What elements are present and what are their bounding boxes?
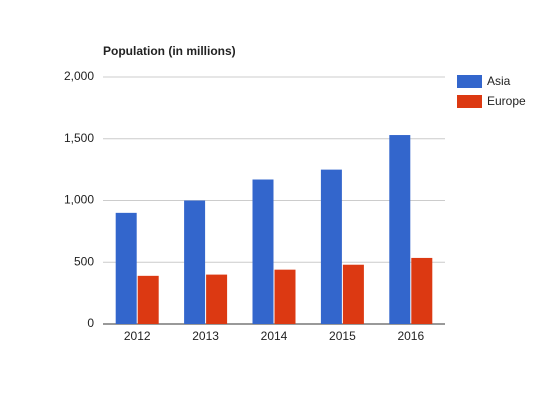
x-tick-label: 2014 [261,329,288,343]
bar [184,200,206,324]
chart-title: Population (in millions) [103,44,236,58]
bar [389,135,411,324]
y-tick-label: 500 [74,254,94,268]
x-tick-label: 2012 [124,329,151,343]
bar [342,264,364,324]
x-tick-label: 2015 [329,329,356,343]
y-tick-label: 1,000 [64,193,94,207]
y-tick-label: 0 [87,316,94,330]
bar [274,269,296,324]
x-tick-label: 2016 [397,329,424,343]
x-tick-label: 2013 [192,329,219,343]
y-tick-label: 1,500 [64,131,94,145]
bar [411,257,433,324]
bar [137,275,159,324]
bar [252,179,274,324]
bar [206,274,228,324]
legend-swatch [457,75,482,88]
legend-label: Europe [487,94,526,108]
legend-label: Asia [487,74,511,88]
legend-swatch [457,95,482,108]
bar [115,212,137,324]
bar [320,169,342,324]
y-tick-label: 2,000 [64,69,94,83]
